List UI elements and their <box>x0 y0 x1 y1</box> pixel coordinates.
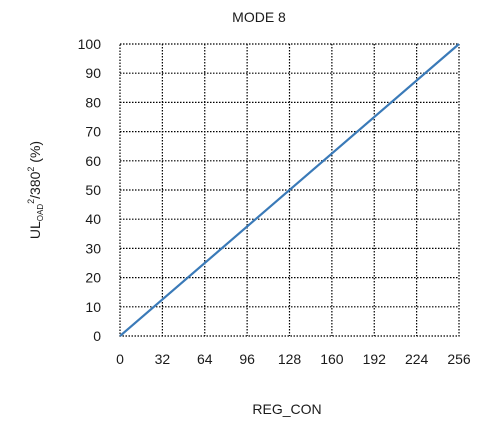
x-tick-label-2: 64 <box>197 351 213 367</box>
x-tick-label-0: 0 <box>116 351 124 367</box>
y-tick-label-4: 40 <box>85 211 101 227</box>
y-axis-label: ULOAD2/3802 (%) <box>26 141 45 239</box>
series-layer <box>119 43 460 337</box>
y-tick-label-1: 10 <box>85 299 101 315</box>
chart-title: MODE 8 <box>232 9 286 25</box>
grid-lines <box>120 44 459 336</box>
y-tick-label-2: 20 <box>85 270 101 286</box>
y-tick-label-8: 80 <box>85 94 101 110</box>
x-tick-label-4: 128 <box>278 351 302 367</box>
x-tick-label-3: 96 <box>239 351 255 367</box>
y-tick-label-6: 60 <box>85 153 101 169</box>
y-tick-label-3: 30 <box>85 240 101 256</box>
series-line-0 <box>119 43 460 337</box>
x-tick-label-5: 160 <box>320 351 344 367</box>
y-tick-label-0: 0 <box>93 328 101 344</box>
y-tick-label-10: 100 <box>78 36 102 52</box>
x-tick-label-7: 224 <box>405 351 429 367</box>
y-tick-labels: 0 10 20 30 40 50 60 70 80 90 100 <box>78 36 102 344</box>
x-axis-label: REG_CON <box>252 401 321 417</box>
x-tick-label-8: 256 <box>447 351 471 367</box>
y-tick-label-9: 90 <box>85 65 101 81</box>
x-tick-label-6: 192 <box>363 351 387 367</box>
x-tick-labels: 0 32 64 96 128 160 192 224 256 <box>116 351 471 367</box>
y-tick-label-5: 50 <box>85 182 101 198</box>
x-tick-label-1: 32 <box>155 351 171 367</box>
y-tick-label-7: 70 <box>85 124 101 140</box>
